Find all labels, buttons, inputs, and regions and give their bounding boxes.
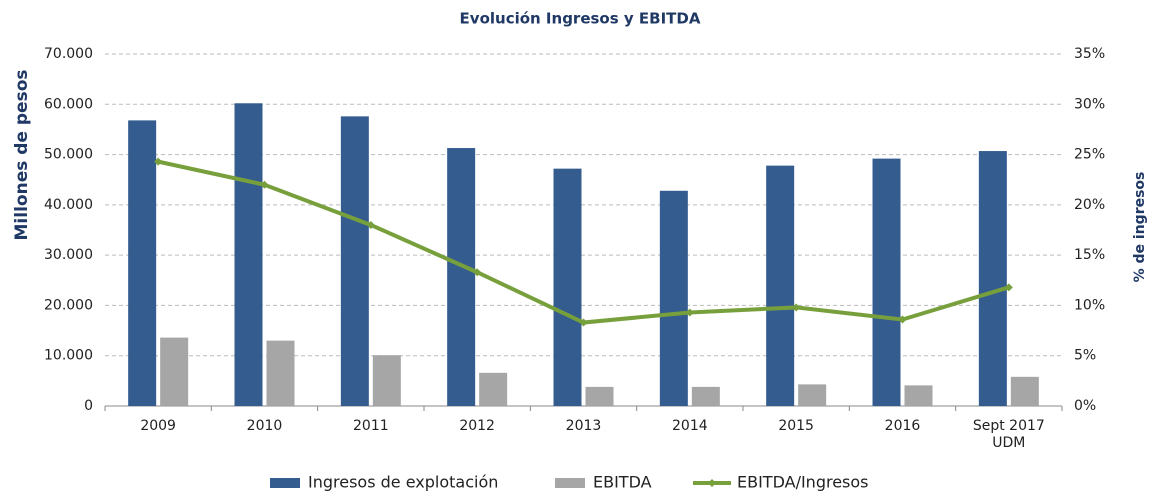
legend-label: Ingresos de explotación: [308, 473, 498, 491]
bar: [447, 148, 476, 406]
bar: [766, 165, 795, 406]
bar: [978, 151, 1007, 406]
legend-swatch: [555, 478, 585, 488]
bar: [691, 386, 720, 406]
y-tick-label: 10.000: [44, 348, 93, 364]
y-axis-label: Millones de pesos: [12, 70, 32, 241]
x-tick-label: 2012: [459, 418, 495, 434]
line-marker: [154, 157, 163, 166]
x-tick-label: 2011: [353, 418, 389, 434]
x-tick-label: 2013: [565, 418, 602, 434]
y2-tick-label: 25%: [1074, 147, 1105, 163]
bar: [372, 355, 401, 406]
bar: [234, 103, 263, 406]
x-tick-label: 2014: [672, 418, 708, 434]
line-marker: [898, 315, 907, 324]
bar: [585, 386, 614, 406]
x-tick-label: 2015: [778, 418, 814, 434]
legend-swatch: [270, 478, 300, 488]
bar: [1010, 376, 1039, 406]
line-marker: [792, 303, 801, 312]
y-tick-label: 70.000: [44, 46, 93, 62]
bar: [798, 384, 827, 406]
y-tick-label: 0: [84, 398, 93, 414]
x-tick-label: Sept 2017 UDM: [972, 418, 1045, 451]
line-marker: [579, 318, 588, 327]
y2-axis-label: % de ingresos: [1132, 172, 1148, 283]
bar: [479, 372, 508, 406]
x-tick-label: 2016: [884, 418, 921, 434]
bar: [128, 120, 157, 407]
y2-tick-label: 5%: [1074, 348, 1096, 364]
bar: [340, 116, 369, 407]
bar: [904, 385, 933, 406]
x-tick-label: 2009: [140, 418, 176, 434]
y2-tick-label: 15%: [1074, 247, 1105, 263]
y2-tick-label: 35%: [1074, 46, 1105, 62]
legend-label: EBITDA/Ingresos: [737, 473, 869, 491]
y2-tick-label: 0%: [1074, 398, 1096, 414]
y2-tick-label: 10%: [1074, 297, 1105, 313]
line-marker: [260, 180, 269, 189]
legend-label: EBITDA: [593, 473, 652, 491]
y-tick-label: 20.000: [44, 297, 93, 313]
legend-swatch-marker: [708, 479, 716, 487]
chart-title: Evolución Ingresos y EBITDA: [460, 10, 701, 28]
line-marker: [1004, 283, 1013, 292]
y-tick-label: 50.000: [44, 147, 93, 163]
y2-tick-label: 20%: [1074, 197, 1105, 213]
bar: [553, 168, 582, 406]
bar: [659, 190, 688, 406]
y2-tick-label: 30%: [1074, 96, 1105, 112]
y-tick-label: 30.000: [44, 247, 93, 263]
bar: [160, 337, 189, 406]
y-tick-label: 40.000: [44, 197, 93, 213]
line-marker: [366, 220, 375, 229]
line-marker: [685, 308, 694, 317]
line-marker: [473, 268, 482, 277]
y-tick-label: 60.000: [44, 96, 93, 112]
x-tick-label: 2010: [246, 418, 283, 434]
bar: [872, 158, 901, 406]
bar: [266, 340, 295, 406]
